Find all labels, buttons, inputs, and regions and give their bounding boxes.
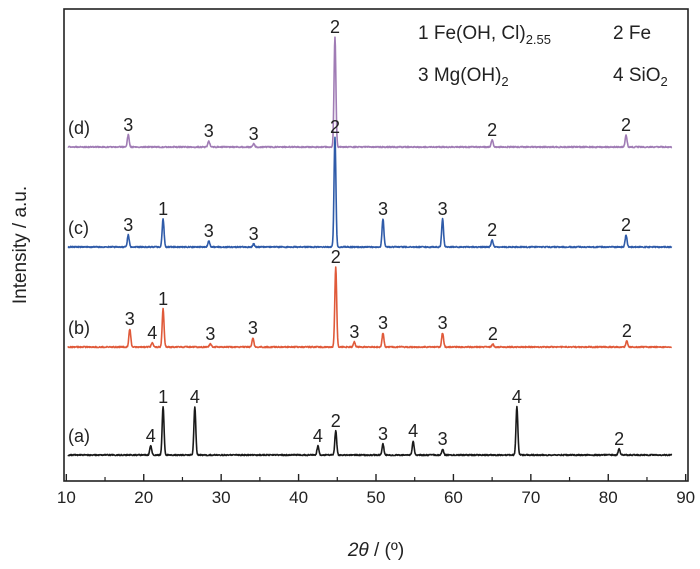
peak-label: 4	[313, 426, 323, 446]
peak-label: 4	[190, 387, 200, 407]
curve-label: (a)	[68, 426, 90, 446]
peak-label: 2	[331, 411, 341, 431]
legend: 1 Fe(OH, Cl)2.55 2 Fe 3 Mg(OH)2 4 SiO2	[418, 23, 668, 89]
series-line-a	[67, 405, 673, 457]
peak-label: 2	[330, 117, 340, 137]
peak-label: 2	[487, 120, 497, 140]
peak-label: 2	[330, 17, 340, 37]
peak-label: 3	[378, 199, 388, 219]
curve-labels: (d) (c) (b) (a)	[68, 118, 90, 446]
y-axis-title: Intensity / a.u.	[10, 186, 31, 304]
x-tick-label: 20	[134, 488, 153, 507]
peak-label: 1	[158, 289, 168, 309]
x-tick-label: 60	[444, 488, 463, 507]
peak-label: 2	[487, 220, 497, 240]
peak-label: 3	[438, 429, 448, 449]
x-axis-ticks: 10 20 30 40 50 60 70 80 90	[57, 474, 695, 507]
series-line-c	[67, 136, 673, 249]
peak-label: 3	[438, 313, 448, 333]
peak-label: 3	[378, 424, 388, 444]
x-tick-label: 90	[676, 488, 695, 507]
peak-label: 3	[204, 221, 214, 241]
x-tick-label: 10	[57, 488, 76, 507]
series-line-d	[67, 36, 673, 149]
peak-label: 3	[249, 124, 259, 144]
curve-label: (b)	[68, 318, 90, 338]
legend-entry-3: 3 Mg(OH)2	[418, 65, 509, 89]
peak-label: 3	[123, 215, 133, 235]
peak-label: 1	[158, 199, 168, 219]
plot-area-frame	[63, 8, 689, 482]
peak-label: 3	[205, 324, 215, 344]
peak-label: 4	[408, 421, 418, 441]
x-tick-label: 80	[599, 488, 618, 507]
peak-label: 3	[378, 313, 388, 333]
peak-label: 3	[248, 318, 258, 338]
peak-label: 2	[331, 247, 341, 267]
legend-entry-2: 2 Fe	[613, 23, 651, 44]
peak-label: 3	[125, 309, 135, 329]
peak-label: 4	[512, 387, 522, 407]
x-tick-label: 30	[212, 488, 231, 507]
legend-entry-4: 4 SiO2	[613, 65, 668, 89]
peak-label: 4	[146, 426, 156, 446]
peak-label: 3	[123, 115, 133, 135]
peak-label: 3	[204, 121, 214, 141]
x-tick-label: 40	[289, 488, 308, 507]
series-line-b	[67, 266, 673, 349]
peak-label: 2	[621, 215, 631, 235]
peak-label: 3	[349, 322, 359, 342]
peak-label: 2	[488, 324, 498, 344]
peak-label: 4	[147, 323, 157, 343]
curve-label: (d)	[68, 118, 90, 138]
legend-entry-1: 1 Fe(OH, Cl)2.55	[418, 23, 551, 47]
x-axis-title-symbol: 2θ	[347, 540, 370, 561]
curve-label: (c)	[68, 218, 89, 238]
x-axis-title: 2θ / (º)	[347, 540, 404, 561]
diffraction-curves	[67, 36, 673, 457]
x-tick-label: 70	[521, 488, 540, 507]
peak-label: 3	[249, 224, 259, 244]
peak-label: 2	[621, 115, 631, 135]
x-tick-label: 50	[367, 488, 386, 507]
peak-label: 2	[622, 321, 632, 341]
peak-label: 3	[438, 199, 448, 219]
x-axis-title-unit: / (º)	[369, 540, 404, 561]
peak-label: 2	[614, 429, 624, 449]
peak-label: 1	[158, 387, 168, 407]
